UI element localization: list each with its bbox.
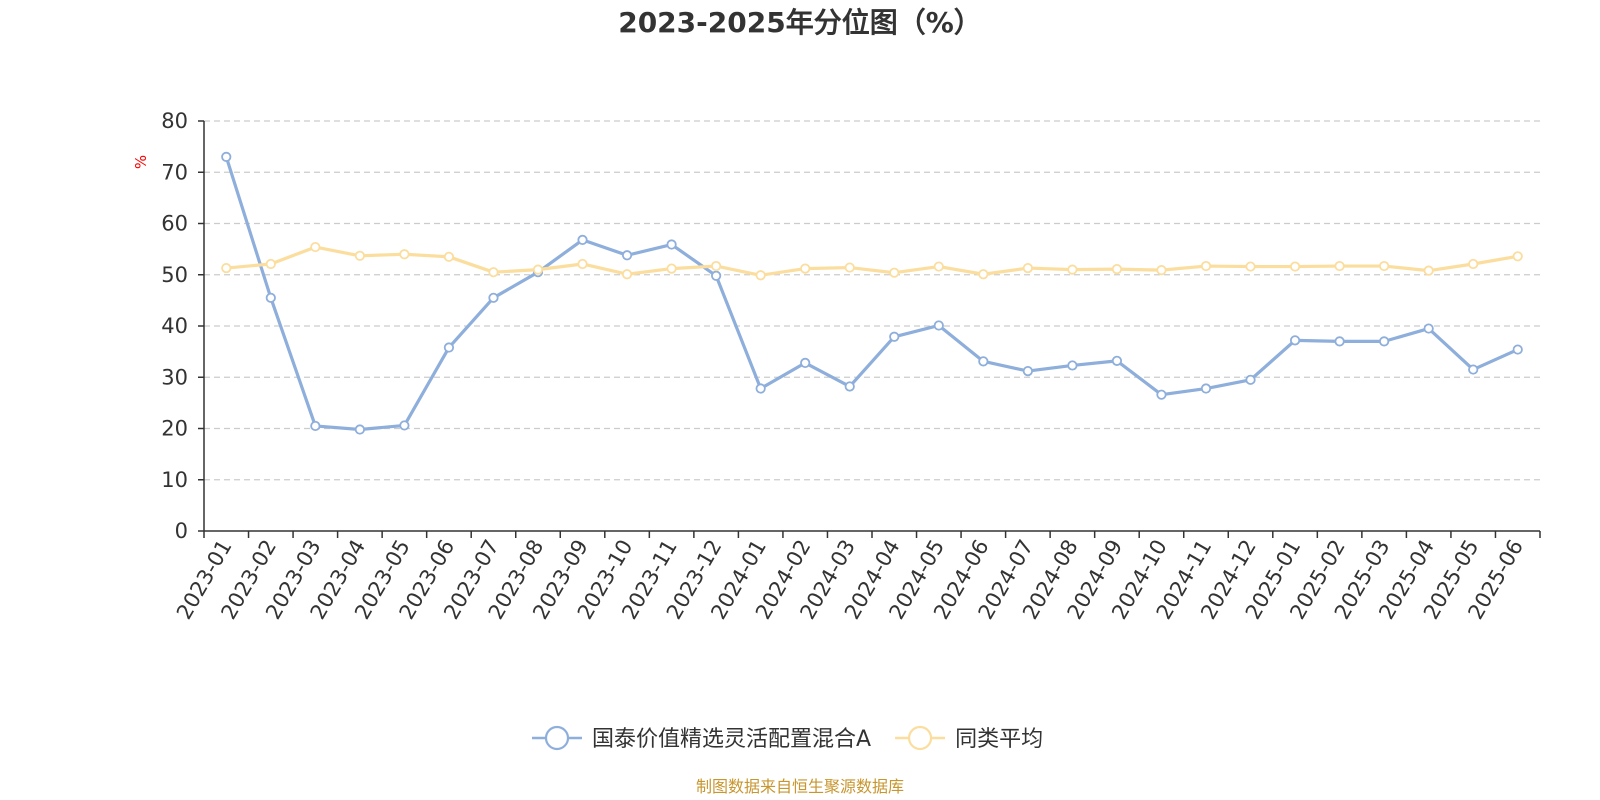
data-point[interactable]	[1468, 258, 1479, 270]
y-tick-label: 80	[161, 109, 188, 133]
data-point[interactable]	[1156, 265, 1167, 276]
legend[interactable]: 国泰价值精选灵活配置混合A 同类平均	[532, 725, 1043, 752]
data-point[interactable]	[755, 383, 766, 394]
y-tick-label: 0	[175, 519, 188, 543]
data-point[interactable]	[443, 251, 455, 262]
data-point[interactable]	[1156, 389, 1167, 400]
data-point[interactable]	[221, 262, 232, 274]
data-point[interactable]	[621, 250, 633, 261]
y-tick-label: 70	[161, 160, 188, 184]
legend-item-1[interactable]: 国泰价值精选灵活配置混合A	[532, 725, 871, 752]
data-point[interactable]	[1379, 260, 1390, 272]
data-point[interactable]	[889, 267, 900, 278]
data-point[interactable]	[933, 261, 944, 272]
data-point[interactable]	[1111, 264, 1123, 275]
data-point[interactable]	[1111, 355, 1123, 366]
grid-lines	[204, 120, 1540, 481]
y-tick-label: 60	[161, 212, 188, 236]
data-point[interactable]	[1200, 383, 1212, 394]
data-point[interactable]	[1468, 364, 1479, 375]
data-point[interactable]	[755, 270, 766, 281]
data-point[interactable]	[1334, 260, 1345, 272]
series-2	[221, 241, 1523, 281]
data-point[interactable]	[1423, 323, 1434, 334]
y-tick-labels: 0 10 20 30 40 50 60 70 80	[161, 109, 204, 543]
data-point[interactable]	[978, 356, 989, 367]
data-point[interactable]	[443, 342, 455, 353]
data-point[interactable]	[265, 292, 276, 303]
data-point[interactable]	[711, 260, 722, 272]
data-point[interactable]	[800, 263, 811, 274]
series-line	[226, 245, 1519, 277]
data-point[interactable]	[666, 263, 677, 274]
legend-item-2[interactable]: 同类平均	[895, 725, 1043, 752]
data-point[interactable]	[1022, 365, 1033, 377]
data-point[interactable]	[354, 250, 365, 261]
chart-title: 2023-2025年分位图（%）	[618, 6, 982, 39]
legend-marker-icon	[907, 725, 933, 751]
axes	[203, 121, 1541, 538]
series-line	[224, 156, 1519, 432]
data-point[interactable]	[1200, 260, 1212, 272]
data-point[interactable]	[1334, 336, 1345, 347]
data-point[interactable]	[1423, 265, 1434, 276]
data-point[interactable]	[889, 331, 900, 342]
data-point[interactable]	[1067, 264, 1078, 275]
y-tick-label: 10	[161, 468, 188, 492]
data-point[interactable]	[844, 381, 855, 392]
y-tick-label: 30	[161, 365, 188, 389]
data-point[interactable]	[265, 258, 276, 270]
data-point[interactable]	[621, 269, 633, 280]
data-point[interactable]	[711, 270, 722, 281]
source-note: 制图数据来自恒生聚源数据库	[696, 777, 904, 796]
data-point[interactable]	[1022, 262, 1033, 274]
data-point[interactable]	[310, 241, 321, 253]
y-tick-label: 40	[161, 314, 188, 338]
data-point[interactable]	[844, 262, 855, 273]
legend-marker-icon	[544, 725, 570, 751]
data-point[interactable]	[933, 320, 944, 331]
y-axis-unit: %	[132, 155, 150, 169]
data-point[interactable]	[488, 292, 499, 303]
y-tick-label: 50	[161, 263, 188, 287]
series-1	[221, 151, 1523, 435]
data-point[interactable]	[488, 267, 499, 278]
data-point[interactable]	[1067, 360, 1078, 371]
data-point[interactable]	[1289, 335, 1301, 346]
data-point[interactable]	[1245, 261, 1256, 272]
data-point[interactable]	[577, 234, 588, 245]
data-point[interactable]	[978, 269, 989, 280]
data-point[interactable]	[1512, 344, 1523, 355]
data-point[interactable]	[354, 424, 365, 435]
y-tick-label: 20	[161, 417, 188, 441]
data-point[interactable]	[221, 151, 232, 162]
data-point[interactable]	[399, 420, 410, 431]
data-point[interactable]	[1512, 251, 1523, 262]
data-point[interactable]	[666, 239, 677, 250]
legend-label: 同类平均	[955, 727, 1043, 752]
data-point[interactable]	[399, 249, 410, 260]
data-point[interactable]	[800, 357, 811, 368]
data-point[interactable]	[1245, 374, 1256, 385]
data-point[interactable]	[532, 264, 544, 275]
legend-label: 国泰价值精选灵活配置混合A	[592, 727, 871, 752]
data-point[interactable]	[577, 258, 588, 270]
data-point[interactable]	[1379, 336, 1390, 347]
x-tick-labels: 2023-012023-022023-032023-042023-052023-…	[172, 536, 1528, 624]
series-layer	[221, 151, 1523, 435]
data-point[interactable]	[1289, 261, 1301, 272]
data-point[interactable]	[310, 420, 321, 432]
